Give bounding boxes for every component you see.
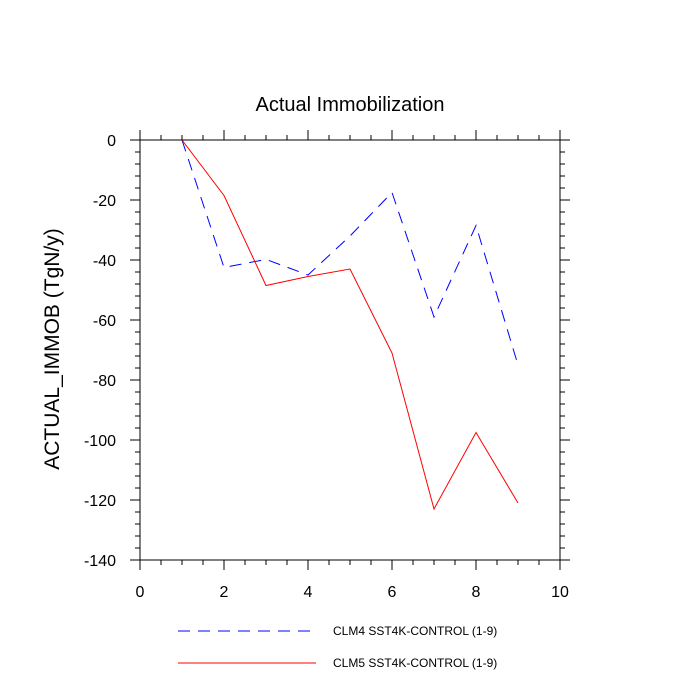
y-tick-label: -120 xyxy=(84,493,116,510)
data-point xyxy=(223,266,226,269)
y-tick-label: -100 xyxy=(84,433,116,450)
series-line-1 xyxy=(181,139,519,366)
axis-ticks xyxy=(130,130,570,570)
data-point xyxy=(349,268,352,271)
x-tick-label: 6 xyxy=(388,584,397,601)
data-point xyxy=(391,191,394,194)
data-point xyxy=(517,502,520,505)
data-point xyxy=(433,508,436,511)
data-point xyxy=(517,364,520,367)
x-tick-label: 2 xyxy=(220,584,229,601)
data-point xyxy=(265,258,268,261)
legend-label-1: CLM4 SST4K-CONTROL (1-9) xyxy=(333,624,497,638)
plot-frame xyxy=(139,139,561,561)
x-tick-label: 0 xyxy=(136,584,145,601)
y-tick-label: -40 xyxy=(93,253,116,270)
x-tick-label: 8 xyxy=(472,584,481,601)
data-point xyxy=(307,275,310,278)
data-point xyxy=(433,316,436,319)
data-point xyxy=(475,431,478,434)
data-point xyxy=(391,352,394,355)
legend: CLM4 SST4K-CONTROL (1-9) CLM5 SST4K-CONTR… xyxy=(178,624,497,670)
x-tick-label: 4 xyxy=(304,584,313,601)
y-tick-label: -60 xyxy=(93,313,116,330)
y-axis-label: ACTUAL_IMMOB (TgN/y) xyxy=(41,228,64,470)
data-point xyxy=(475,224,478,227)
tick-labels: 0 2 4 6 8 10 0 -20 -40 -60 -80 -100 -120 -140 xyxy=(84,133,569,601)
x-tick-label: 10 xyxy=(551,584,569,601)
data-point xyxy=(223,194,226,197)
data-point xyxy=(265,284,268,287)
y-tick-label: -20 xyxy=(93,193,116,210)
chart-title: Actual Immobilization xyxy=(256,94,445,116)
legend-label-2: CLM5 SST4K-CONTROL (1-9) xyxy=(333,656,497,670)
series-line-2 xyxy=(181,139,519,511)
y-tick-label: 0 xyxy=(107,133,116,150)
y-tick-label: -80 xyxy=(93,373,116,390)
data-point xyxy=(349,235,352,238)
y-tick-label: -140 xyxy=(84,553,116,570)
series-group xyxy=(181,139,520,511)
